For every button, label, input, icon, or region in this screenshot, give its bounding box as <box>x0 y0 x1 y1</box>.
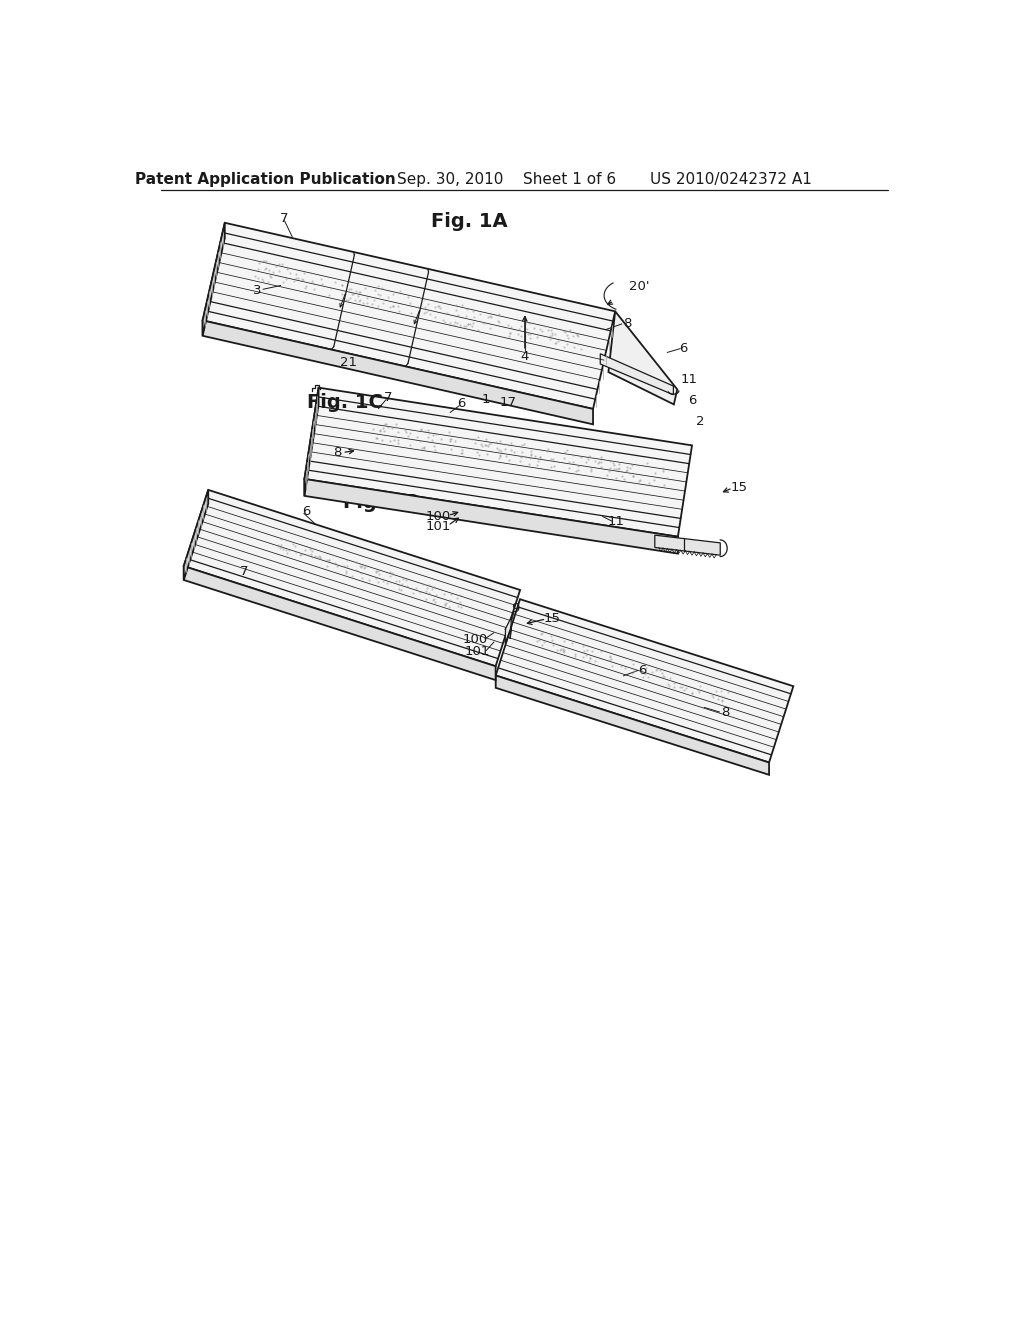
Text: 7: 7 <box>241 565 249 578</box>
Polygon shape <box>654 535 720 556</box>
Text: 8: 8 <box>623 317 632 330</box>
Text: Sep. 30, 2010: Sep. 30, 2010 <box>397 172 504 186</box>
Polygon shape <box>203 223 615 409</box>
Text: Fig. 1B: Fig. 1B <box>343 494 419 512</box>
Text: 6: 6 <box>679 342 687 355</box>
Polygon shape <box>304 388 692 537</box>
Text: US 2010/0242372 A1: US 2010/0242372 A1 <box>650 172 812 186</box>
Polygon shape <box>505 616 512 643</box>
Polygon shape <box>600 354 674 395</box>
Polygon shape <box>203 321 593 424</box>
Polygon shape <box>304 388 318 496</box>
Text: 21: 21 <box>340 356 357 370</box>
Text: 7: 7 <box>384 391 393 404</box>
Text: 8: 8 <box>721 706 729 719</box>
Text: 11: 11 <box>607 515 625 528</box>
Text: Fig. 1C: Fig. 1C <box>306 393 383 412</box>
Text: 9: 9 <box>511 602 520 615</box>
Polygon shape <box>608 312 677 404</box>
Text: 6: 6 <box>638 664 647 677</box>
Text: 8: 8 <box>333 446 341 459</box>
Text: 100: 100 <box>463 634 488 647</box>
Text: 7: 7 <box>281 213 289 224</box>
Text: Fig. 1A: Fig. 1A <box>431 213 508 231</box>
Text: 11: 11 <box>680 372 697 385</box>
Text: 2: 2 <box>696 416 705 428</box>
Text: Sheet 1 of 6: Sheet 1 of 6 <box>523 172 616 186</box>
Text: 101: 101 <box>464 644 489 657</box>
Polygon shape <box>304 479 678 553</box>
Polygon shape <box>496 599 794 763</box>
Text: 4: 4 <box>520 350 529 363</box>
Text: 6: 6 <box>688 395 697 408</box>
Text: 101: 101 <box>426 520 452 533</box>
Text: 20': 20' <box>629 280 649 293</box>
Text: 17: 17 <box>500 396 516 409</box>
Text: 15: 15 <box>544 612 561 626</box>
Text: 15: 15 <box>730 480 748 494</box>
Text: Patent Application Publication: Patent Application Publication <box>135 172 395 186</box>
Polygon shape <box>183 490 208 579</box>
Text: 1: 1 <box>482 393 490 407</box>
Text: 3: 3 <box>253 284 262 297</box>
Text: 6: 6 <box>302 504 310 517</box>
Text: 6: 6 <box>458 397 466 409</box>
Polygon shape <box>183 490 520 667</box>
Polygon shape <box>203 223 225 335</box>
Text: 100: 100 <box>426 510 452 523</box>
Polygon shape <box>496 676 769 775</box>
Polygon shape <box>183 566 496 680</box>
